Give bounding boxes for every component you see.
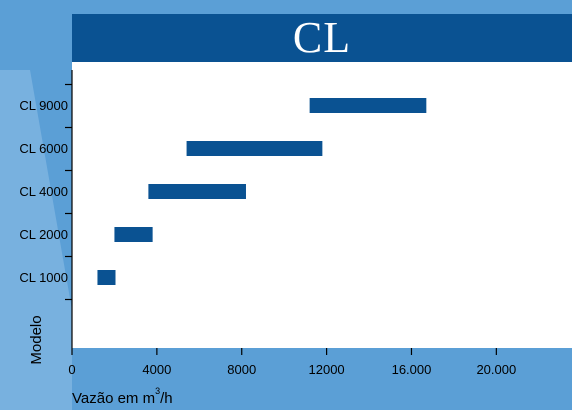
x-axis-label-main: Vazão em m: [72, 390, 155, 407]
x-tick-label: 16.000: [392, 362, 432, 377]
decorative-wedge: [0, 70, 72, 410]
chart-title-bar: [72, 14, 572, 62]
range-bar: [186, 141, 323, 156]
labels-group: 0 4000 8000 12000 16.000 20.000 CL 1000 CL 2000…: [19, 98, 516, 377]
bars-group: [97, 98, 427, 285]
range-bar: [97, 270, 116, 285]
y-tick-label: CL 9000: [19, 98, 68, 113]
x-tick-label: 0: [68, 362, 75, 377]
chart-title: CL: [292, 13, 352, 62]
x-axis-label-sup: 3: [155, 386, 160, 396]
y-axis-label: Modelo: [28, 315, 45, 364]
x-axis-label-tail: /h: [160, 390, 173, 407]
x-axis-label: Vazão em m3/h: [72, 386, 173, 407]
y-tick-label: CL 6000: [19, 141, 68, 156]
x-tick-label: 20.000: [476, 362, 516, 377]
y-tick-label: CL 2000: [19, 227, 68, 242]
y-tick-label: CL 1000: [19, 270, 68, 285]
range-bar: [148, 184, 246, 199]
x-tick-label: 4000: [142, 362, 171, 377]
axes-group: [65, 70, 497, 355]
range-bar: [309, 98, 427, 113]
range-bar: [114, 227, 153, 242]
x-tick-label: 8000: [227, 362, 256, 377]
x-tick-label: 12000: [309, 362, 345, 377]
y-tick-label: CL 4000: [19, 184, 68, 199]
